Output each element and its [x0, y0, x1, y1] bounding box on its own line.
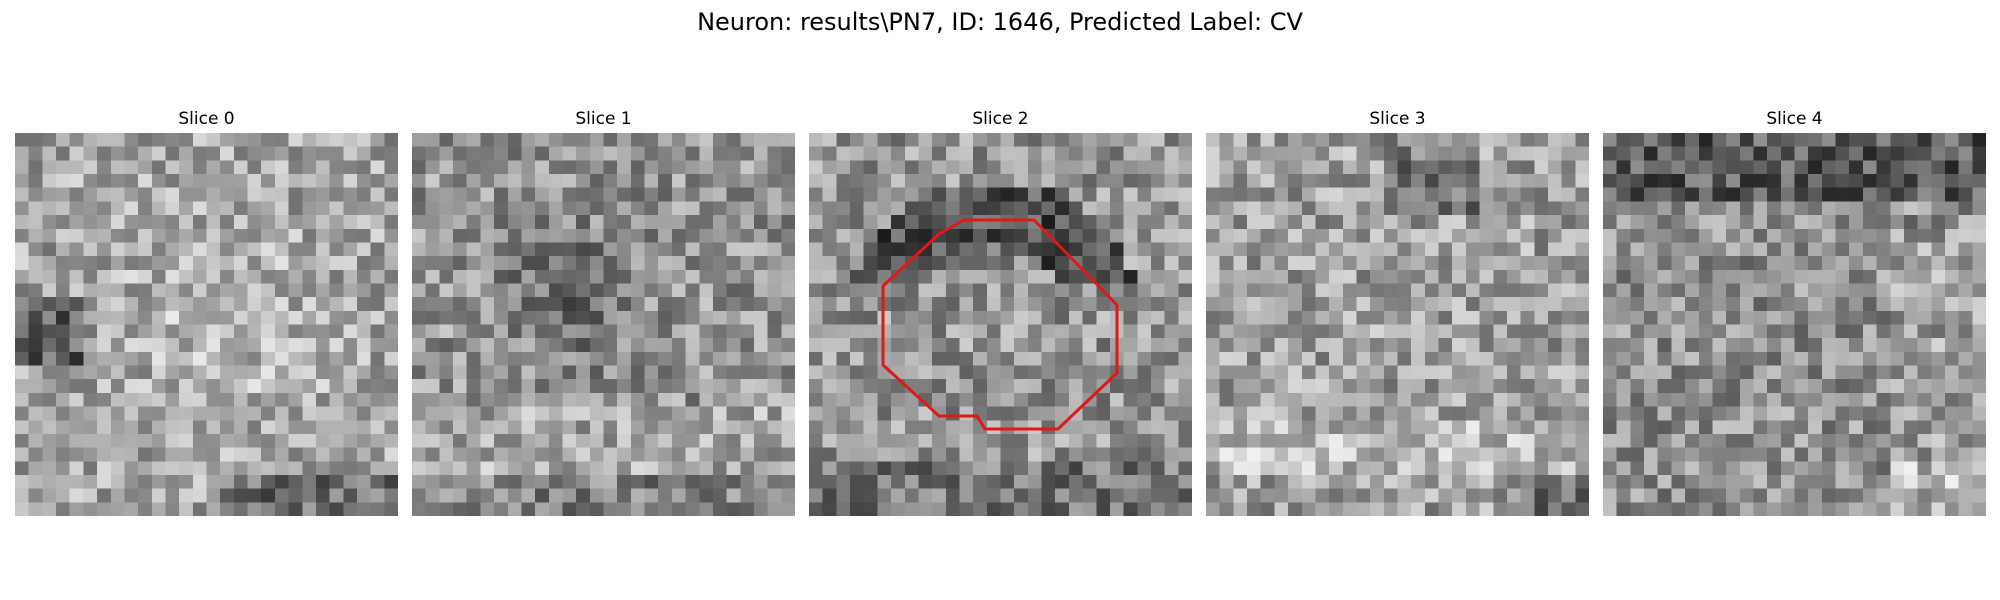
figure-title: Neuron: results\PN7, ID: 1646, Predicted… — [0, 6, 2000, 38]
slice-1-image — [412, 133, 795, 516]
panel-title-slice-2: Slice 2 — [809, 108, 1192, 130]
panel-title-slice-4: Slice 4 — [1603, 108, 1986, 130]
neuron-roi-contour — [809, 133, 1192, 516]
slice-4-image — [1603, 133, 1986, 516]
panel-title-slice-0: Slice 0 — [15, 108, 398, 130]
slice-0-image — [15, 133, 398, 516]
slice-3-image — [1206, 133, 1589, 516]
roi-polygon — [883, 220, 1117, 429]
panel-title-slice-3: Slice 3 — [1206, 108, 1589, 130]
panel-title-slice-1: Slice 1 — [412, 108, 795, 130]
